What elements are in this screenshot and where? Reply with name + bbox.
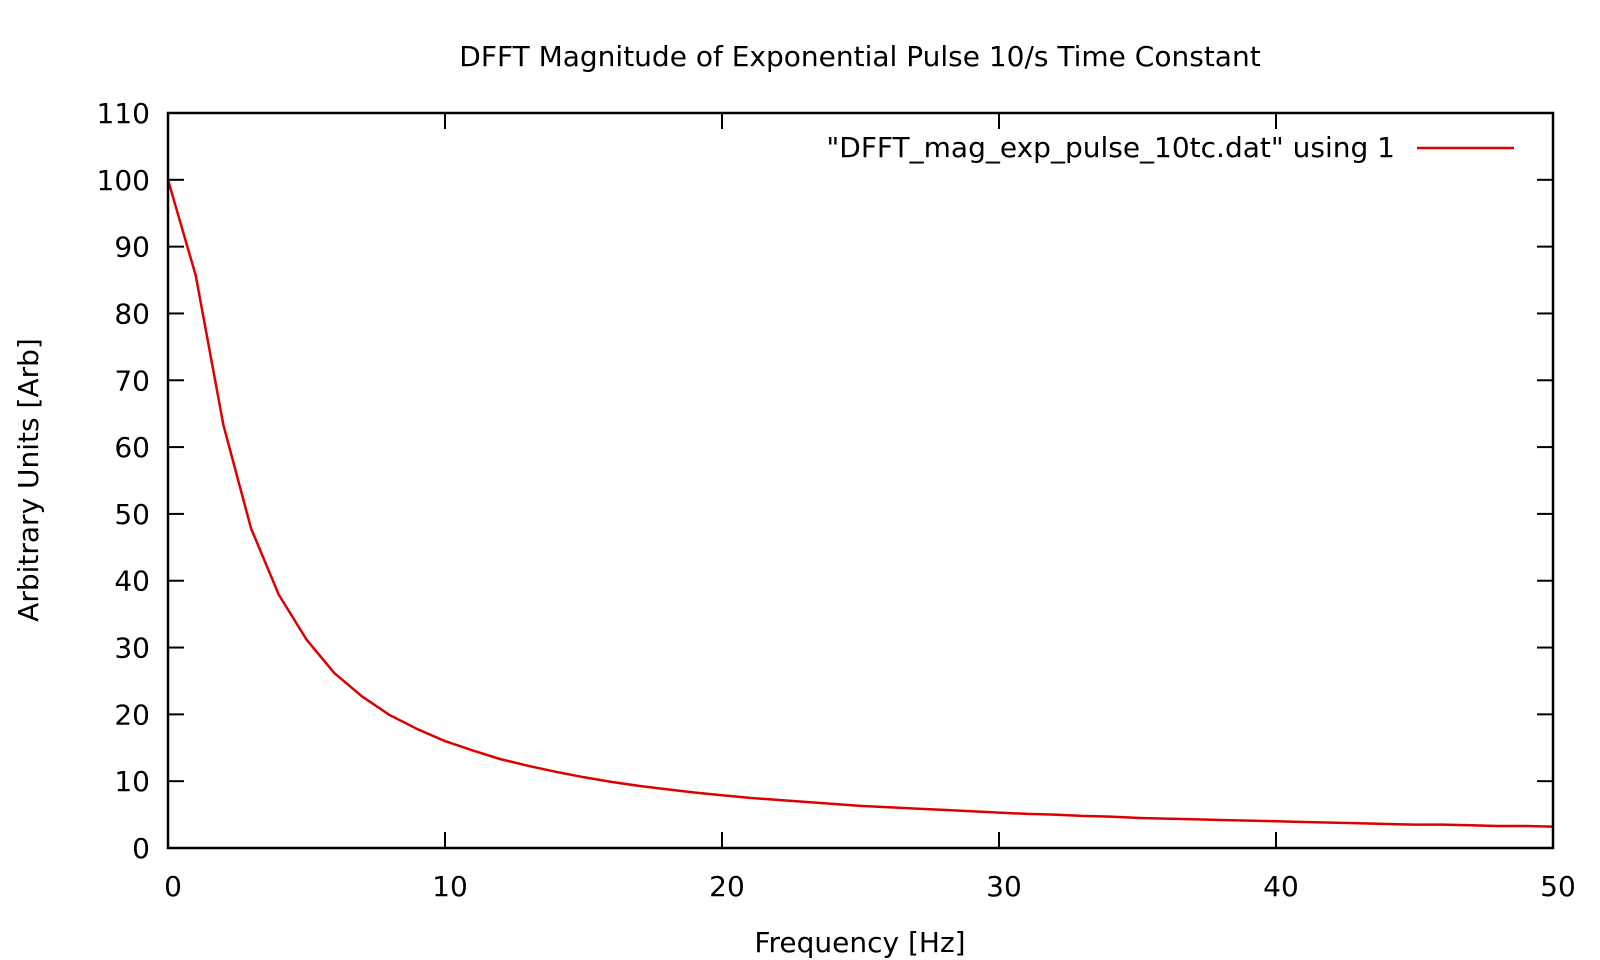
y-tick-label: 10	[114, 765, 150, 798]
x-tick-label: 30	[986, 870, 1022, 903]
y-tick-label: 50	[114, 498, 150, 531]
legend: "DFFT_mag_exp_pulse_10tc.dat" using 1	[826, 131, 1514, 164]
y-axis-title: Arbitrary Units [Arb]	[12, 338, 45, 622]
y-tick-label: 20	[114, 698, 150, 731]
plot-frame	[166, 111, 1555, 850]
ticks	[167, 112, 1554, 849]
y-tick-label: 60	[114, 431, 150, 464]
chart-title: DFFT Magnitude of Exponential Pulse 10/s…	[459, 40, 1260, 73]
y-tick-label: 30	[114, 632, 150, 665]
y-tick-label: 40	[114, 565, 150, 598]
series	[166, 179, 1554, 828]
y-tick-label: 80	[114, 297, 150, 330]
tick-labels: 0 10 20 30 40 50 0 10 20 30 40 50 60 70 80 90 100 110	[97, 97, 1576, 903]
y-tick-label: 110	[97, 97, 150, 130]
y-tick-label: 70	[114, 364, 150, 397]
y-tick-label: 0	[132, 832, 150, 865]
x-tick-label: 50	[1540, 870, 1576, 903]
x-tick-label: 0	[164, 870, 182, 903]
x-tick-label: 10	[432, 870, 468, 903]
y-tick-label: 90	[114, 231, 150, 264]
series-line-0	[166, 179, 1554, 828]
x-tick-label: 40	[1263, 870, 1299, 903]
x-axis-title: Frequency [Hz]	[754, 926, 965, 959]
legend-label: "DFFT_mag_exp_pulse_10tc.dat" using 1	[826, 131, 1395, 164]
y-tick-label: 100	[97, 164, 150, 197]
x-tick-label: 20	[709, 870, 745, 903]
